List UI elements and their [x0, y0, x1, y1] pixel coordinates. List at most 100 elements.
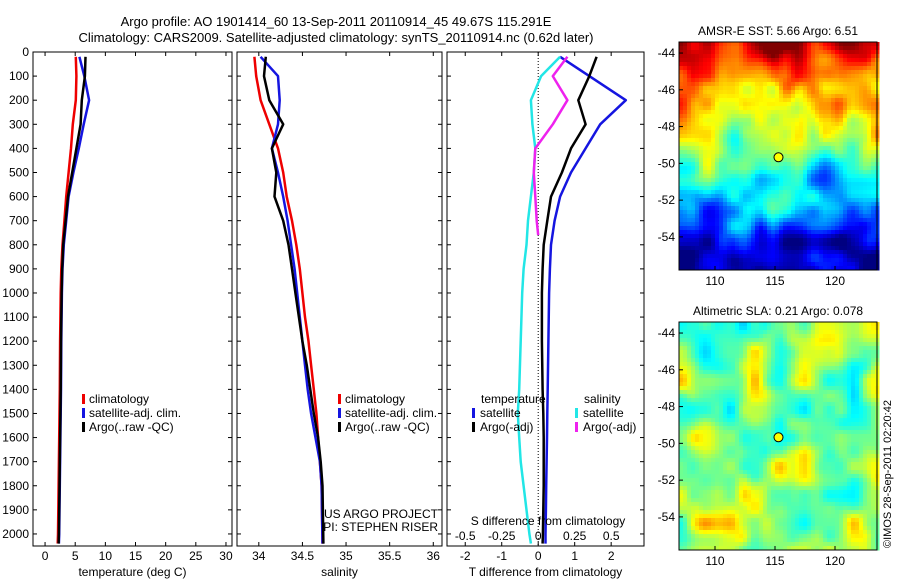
map-cell: [707, 118, 712, 123]
map-cell: [763, 470, 768, 475]
map-cell: [867, 214, 872, 219]
map-cell: [743, 466, 748, 471]
map-cell: [691, 362, 696, 367]
map-cell: [783, 262, 788, 267]
map-cell: [679, 210, 684, 215]
map-cell: [735, 394, 740, 399]
map-cell: [831, 74, 836, 79]
map-cell: [807, 422, 812, 427]
map-cell: [775, 422, 780, 427]
map-cell: [779, 146, 784, 151]
map-cell: [731, 150, 736, 155]
map-cell: [739, 82, 744, 87]
map-cell: [743, 126, 748, 131]
map-cell: [727, 434, 732, 439]
map-cell: [791, 106, 796, 111]
map-cell: [699, 506, 704, 511]
map-cell: [759, 158, 764, 163]
map-cell: [739, 130, 744, 135]
map-cell: [779, 470, 784, 475]
map-cell: [755, 354, 760, 359]
map-cell: [723, 186, 728, 191]
map-cell: [711, 482, 716, 487]
map-cell: [755, 138, 760, 143]
map-cell: [711, 534, 716, 539]
map-cell: [823, 150, 828, 155]
map-cell: [815, 206, 820, 211]
map-cell: [791, 62, 796, 67]
map-cell: [723, 178, 728, 183]
map-cell: [855, 42, 860, 47]
map-cell: [755, 358, 760, 363]
map-cell: [791, 426, 796, 431]
map-cell: [683, 342, 688, 347]
map-cell: [691, 170, 696, 175]
map-cell: [679, 206, 684, 211]
map-cell: [683, 482, 688, 487]
map-cell: [759, 450, 764, 455]
legend-swatch: [82, 408, 85, 418]
map-cell: [747, 490, 752, 495]
map-cell: [811, 190, 816, 195]
map-cell: [855, 150, 860, 155]
map-cell: [691, 538, 696, 543]
map-cell: [859, 254, 864, 259]
map-cell: [771, 234, 776, 239]
map-cell: [795, 426, 800, 431]
map-cell: [807, 366, 812, 371]
map-cell: [807, 246, 812, 251]
map-cell: [803, 490, 808, 495]
map-cell: [795, 158, 800, 163]
map-cell: [691, 150, 696, 155]
map-cell: [771, 366, 776, 371]
map-cell: [759, 222, 764, 227]
map-cell: [743, 142, 748, 147]
map-cell: [839, 90, 844, 95]
map-cell: [843, 114, 848, 119]
map-cell: [719, 462, 724, 467]
map-cell: [811, 66, 816, 71]
map-cell: [755, 462, 760, 467]
map-cell: [719, 70, 724, 75]
map-cell: [683, 166, 688, 171]
map-cell: [707, 514, 712, 519]
map-cell: [803, 370, 808, 375]
map-cell: [703, 262, 708, 267]
map-cell: [799, 130, 804, 135]
map-cell: [687, 150, 692, 155]
map-cell: [707, 434, 712, 439]
map-cell: [791, 254, 796, 259]
map-cell: [795, 354, 800, 359]
map-cell: [719, 510, 724, 515]
map-cell: [723, 382, 728, 387]
map-cell: [731, 342, 736, 347]
map-cell: [787, 42, 792, 47]
map-cell: [751, 374, 756, 379]
map-cell: [731, 434, 736, 439]
map-cell: [683, 66, 688, 71]
map-cell: [715, 494, 720, 499]
map-cell: [767, 134, 772, 139]
map-cell: [763, 42, 768, 47]
map-cell: [791, 158, 796, 163]
map-cell: [831, 250, 836, 255]
map-cell: [699, 238, 704, 243]
map-cell: [759, 146, 764, 151]
map-cell: [743, 210, 748, 215]
map-cell: [775, 90, 780, 95]
y-tick-label: 400: [9, 141, 29, 155]
map-cell: [735, 378, 740, 383]
map-cell: [815, 238, 820, 243]
map-cell: [847, 106, 852, 111]
map-cell: [795, 134, 800, 139]
map-cell: [755, 102, 760, 107]
map-cell: [799, 242, 804, 247]
map-cell: [719, 206, 724, 211]
map-cell: [751, 182, 756, 187]
map-cell: [695, 46, 700, 51]
map-cell: [827, 162, 832, 167]
map-cell: [763, 450, 768, 455]
map-cell: [679, 434, 684, 439]
map-cell: [719, 418, 724, 423]
map-cell: [699, 142, 704, 147]
